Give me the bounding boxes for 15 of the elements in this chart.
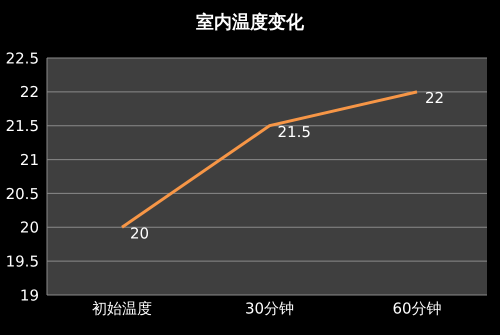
y-tick-label: 20 xyxy=(20,218,39,237)
y-tick-label: 22.5 xyxy=(6,49,39,68)
x-tick-label: 30分钟 xyxy=(244,300,294,318)
y-tick-label: 19.5 xyxy=(6,252,39,270)
y-tick-label: 21.5 xyxy=(6,117,39,136)
data-label: 22 xyxy=(425,89,444,108)
y-tick-label: 20.5 xyxy=(6,184,39,203)
data-label: 21.5 xyxy=(278,123,311,142)
x-tick-label: 初始温度 xyxy=(92,300,152,318)
data-label: 20 xyxy=(130,224,150,243)
y-tick-label: 21 xyxy=(20,150,39,169)
y-tick-label: 22 xyxy=(20,83,39,102)
y-tick-label: 19 xyxy=(20,286,39,304)
x-tick-label: 60分钟 xyxy=(392,300,442,318)
chart-title: 室内温度变化 xyxy=(195,11,305,35)
